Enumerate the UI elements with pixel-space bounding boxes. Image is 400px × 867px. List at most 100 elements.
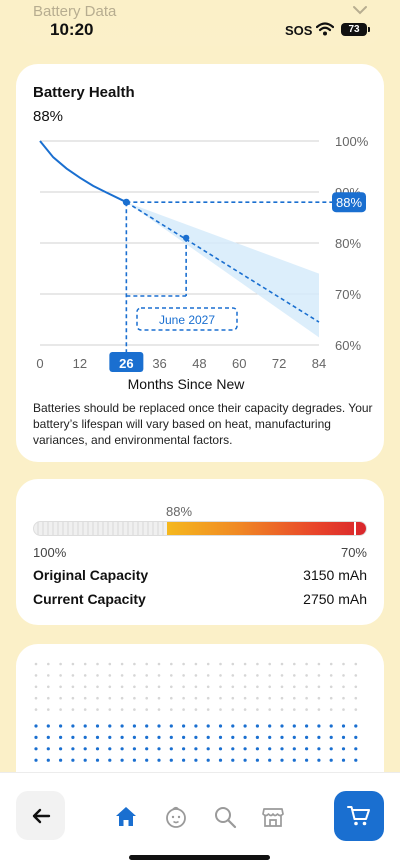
x-tick-label: 84 (312, 356, 326, 371)
cycle-dot (293, 685, 296, 689)
cycle-dot (145, 724, 149, 728)
cycle-dot (120, 696, 124, 700)
health-history-line (39, 140, 127, 204)
cycle-dot (268, 662, 271, 666)
house-icon[interactable] (114, 805, 138, 829)
cycle-dot (256, 696, 259, 700)
cycle-dot (108, 708, 112, 711)
cycle-dot (83, 735, 87, 739)
cycle-dot (268, 724, 272, 728)
cycle-dot (329, 708, 333, 711)
wifi-icon (316, 22, 334, 36)
nav-title: Battery Data (33, 3, 117, 20)
cycle-dot (182, 747, 186, 751)
cycle-dot (47, 685, 50, 689)
x-tick-label: 36 (152, 356, 166, 371)
cycle-dot (59, 724, 63, 728)
current-point (122, 198, 130, 206)
cycle-dot (218, 735, 223, 739)
cycle-dot (157, 747, 161, 751)
cycle-dot (157, 724, 161, 728)
cycle-dot (194, 724, 198, 728)
cycle-dot (34, 724, 38, 728)
cycle-dot (157, 662, 161, 666)
sos-indicator: SOS (285, 23, 313, 38)
cycle-dot (231, 696, 235, 700)
cycle-dot (268, 735, 272, 739)
capacity-percent-label: 88% (166, 504, 193, 519)
cycle-dot (71, 674, 75, 677)
cycle-dot (255, 747, 259, 751)
cycle-dot (170, 696, 173, 700)
cycle-dot (292, 747, 296, 751)
cycle-dot (329, 674, 333, 677)
y-tick-label: 80% (335, 236, 361, 251)
current-month-tag-label: 26 (119, 356, 133, 371)
cycle-dot (120, 662, 124, 666)
cycle-dot (206, 708, 210, 711)
cycle-dot (194, 747, 198, 751)
chevron-down-icon[interactable] (352, 4, 368, 16)
cycle-dot (95, 735, 100, 739)
cycle-dot (120, 724, 124, 728)
y-tick-label: 70% (335, 287, 361, 302)
cycle-dot (219, 696, 222, 700)
cycle-dot (268, 708, 271, 711)
cycle-dot (231, 708, 235, 711)
cycle-dot (280, 735, 284, 739)
cycle-dot (157, 735, 161, 739)
cycle-dot (34, 735, 38, 739)
cycle-dot (145, 758, 149, 762)
cycle-dot (59, 674, 62, 677)
cycle-dot (354, 662, 358, 666)
cycle-dot (268, 696, 271, 700)
cycle-dot (59, 708, 62, 711)
arrow-left-icon (32, 808, 50, 823)
row-label: Original Capacity (33, 567, 149, 583)
cycle-dot (83, 685, 87, 689)
cycle-dot (329, 696, 333, 700)
cycle-dot (293, 708, 296, 711)
cycle-dot (182, 674, 185, 677)
health-percentage: 88% (33, 108, 64, 125)
x-tick-label: 12 (73, 356, 87, 371)
cycle-dot (243, 662, 247, 666)
cycle-dot (317, 662, 321, 666)
baby-face-icon[interactable] (164, 805, 188, 829)
cycle-dot (194, 758, 198, 762)
cycle-dot (182, 685, 185, 689)
cycle-dot (293, 662, 296, 666)
cycle-dot (83, 708, 87, 711)
cycle-dot (46, 724, 50, 728)
cycle-dot (354, 724, 358, 728)
back-button[interactable] (16, 791, 65, 840)
cycle-dot (133, 662, 136, 666)
cycle-dot (243, 674, 247, 677)
current-month-tag (109, 352, 144, 372)
cycle-dot (219, 685, 222, 689)
row-value: 2750 mAh (303, 591, 367, 607)
cycle-dot (305, 662, 308, 666)
cycle-dot (71, 735, 75, 739)
magnifier-icon[interactable] (213, 805, 237, 829)
cycle-dot (243, 758, 247, 762)
cycle-dot (206, 735, 210, 739)
cycle-dot (268, 747, 272, 751)
storefront-icon[interactable] (261, 805, 285, 829)
cycle-dot (96, 708, 99, 711)
x-tick-label: 0 (36, 356, 43, 371)
cycle-dot (108, 758, 112, 762)
cycle-dot (120, 747, 124, 751)
cycle-dot (317, 696, 321, 700)
cycle-dot (194, 735, 198, 739)
cycle-dot (83, 674, 87, 677)
cycle-dot (218, 724, 223, 728)
cycle-dot (145, 735, 149, 739)
cycle-dot (231, 735, 235, 739)
cycle-dot (170, 674, 173, 677)
cycle-dot (329, 747, 333, 751)
cycle-dot (317, 708, 321, 711)
cycle-dot (83, 724, 87, 728)
cart-button[interactable] (334, 791, 384, 841)
cycle-dot (83, 696, 87, 700)
